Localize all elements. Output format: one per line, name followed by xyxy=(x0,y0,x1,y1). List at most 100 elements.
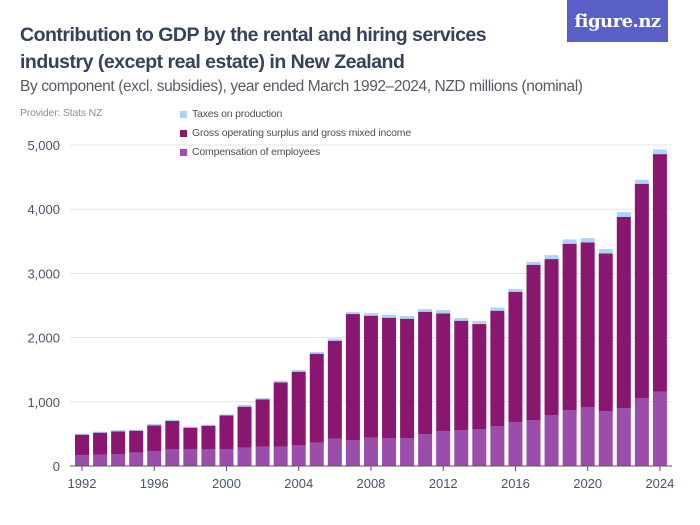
bar-gos-2008 xyxy=(363,315,378,438)
x-tick-label: 2004 xyxy=(284,476,313,491)
bar-taxes-1994 xyxy=(111,430,126,432)
y-tick-label: 5,000 xyxy=(27,138,60,153)
bar-compensation-2002 xyxy=(255,446,270,466)
bar-compensation-2015 xyxy=(490,426,505,466)
bar-compensation-1997 xyxy=(165,448,180,466)
y-tick-label: 2,000 xyxy=(27,331,60,346)
legend-swatch-taxes xyxy=(180,110,187,118)
y-tick-label: 0 xyxy=(53,459,60,474)
figure-nz-logo[interactable]: figure.nz xyxy=(567,0,668,42)
bar-compensation-2023 xyxy=(634,398,649,466)
bar-taxes-2003 xyxy=(273,380,288,383)
bar-taxes-2018 xyxy=(544,255,559,260)
bar-gos-2010 xyxy=(400,318,415,439)
bar-taxes-2004 xyxy=(291,370,306,372)
bar-gos-2018 xyxy=(544,259,559,416)
bar-gos-2020 xyxy=(580,242,595,408)
bar-taxes-1996 xyxy=(147,424,162,426)
bar-gos-2000 xyxy=(219,415,234,449)
legend-label-gos: Gross operating surplus and gross mixed … xyxy=(192,127,411,139)
bar-gos-1996 xyxy=(147,425,162,451)
bar-compensation-2020 xyxy=(580,407,595,466)
bar-gos-2024 xyxy=(652,154,667,392)
x-tick-label: 2020 xyxy=(573,476,602,491)
bar-taxes-2006 xyxy=(327,338,342,341)
bar-taxes-2023 xyxy=(634,179,649,184)
bar-compensation-2017 xyxy=(526,420,541,466)
bar-taxes-2001 xyxy=(237,405,252,407)
bar-gos-2002 xyxy=(255,399,270,447)
bar-compensation-2004 xyxy=(291,445,306,466)
bar-taxes-2005 xyxy=(309,352,324,354)
bar-gos-2007 xyxy=(345,314,360,440)
bar-taxes-2022 xyxy=(616,212,631,217)
legend-swatch-compensation xyxy=(180,148,187,156)
bar-compensation-2012 xyxy=(436,431,451,466)
bar-compensation-2006 xyxy=(327,438,342,466)
bar-gos-2021 xyxy=(598,253,613,412)
bar-compensation-2014 xyxy=(472,429,487,466)
bar-compensation-2018 xyxy=(544,415,559,466)
bar-gos-1999 xyxy=(201,425,216,449)
bar-compensation-1996 xyxy=(147,450,162,466)
bar-gos-2013 xyxy=(454,320,469,431)
bar-compensation-2016 xyxy=(508,422,523,466)
bar-taxes-1995 xyxy=(129,429,144,431)
bar-taxes-2016 xyxy=(508,289,523,292)
chart-title: Contribution to GDP by the rental and hi… xyxy=(20,24,487,73)
bar-gos-2017 xyxy=(526,264,541,421)
provider-label: Provider: Stats NZ xyxy=(20,107,103,119)
bar-gos-2011 xyxy=(418,311,433,435)
bar-taxes-2012 xyxy=(436,310,451,314)
y-tick-label: 3,000 xyxy=(27,266,60,281)
bar-gos-2016 xyxy=(508,291,523,423)
bar-gos-1994 xyxy=(111,431,126,454)
bar-gos-2005 xyxy=(309,353,324,443)
y-tick-label: 4,000 xyxy=(27,202,60,217)
bar-taxes-2008 xyxy=(363,313,378,316)
bar-taxes-2024 xyxy=(652,149,667,155)
bar-taxes-1997 xyxy=(165,419,180,421)
legend-item-taxes: Taxes on production xyxy=(180,108,282,120)
chart-subtitle: By component (excl. subsidies), year end… xyxy=(20,78,583,95)
x-tick-label: 2000 xyxy=(212,476,241,491)
bar-taxes-2007 xyxy=(345,312,360,315)
bar-gos-2012 xyxy=(436,313,451,432)
bar-gos-1992 xyxy=(75,434,89,456)
bar-taxes-1992 xyxy=(75,433,89,435)
bar-compensation-2022 xyxy=(616,408,631,466)
bar-taxes-2020 xyxy=(580,238,595,243)
bar-compensation-2019 xyxy=(562,410,577,466)
bar-compensation-2003 xyxy=(273,446,288,466)
bar-gos-1998 xyxy=(183,427,198,449)
x-tick-label: 1992 xyxy=(68,476,97,491)
bar-taxes-2000 xyxy=(219,414,234,416)
bar-taxes-1993 xyxy=(93,431,108,433)
y-tick-label: 1,000 xyxy=(27,395,60,410)
bar-gos-1997 xyxy=(165,420,180,449)
bar-compensation-2013 xyxy=(454,430,469,466)
bar-compensation-2007 xyxy=(345,439,360,466)
bar-taxes-2021 xyxy=(598,249,613,254)
bar-compensation-2011 xyxy=(418,434,433,466)
bar-gos-2015 xyxy=(490,310,505,427)
bar-compensation-2024 xyxy=(652,391,667,466)
x-tick-label: 2012 xyxy=(429,476,458,491)
bar-compensation-1994 xyxy=(111,453,126,466)
x-tick-label: 1996 xyxy=(140,476,169,491)
bar-taxes-2014 xyxy=(472,321,487,325)
legend-item-gos: Gross operating surplus and gross mixed … xyxy=(180,127,411,139)
bar-taxes-1998 xyxy=(183,426,198,428)
bar-taxes-1999 xyxy=(201,424,216,426)
bar-taxes-2013 xyxy=(454,318,469,321)
bar-compensation-1992 xyxy=(75,455,89,466)
x-tick-label: 2024 xyxy=(645,476,674,491)
bar-taxes-2010 xyxy=(400,316,415,319)
bar-gos-2001 xyxy=(237,406,252,448)
bar-compensation-2001 xyxy=(237,447,252,466)
bar-compensation-2005 xyxy=(309,442,324,466)
bar-gos-2006 xyxy=(327,340,342,439)
bar-gos-1995 xyxy=(129,430,144,453)
bar-compensation-2021 xyxy=(598,411,613,466)
